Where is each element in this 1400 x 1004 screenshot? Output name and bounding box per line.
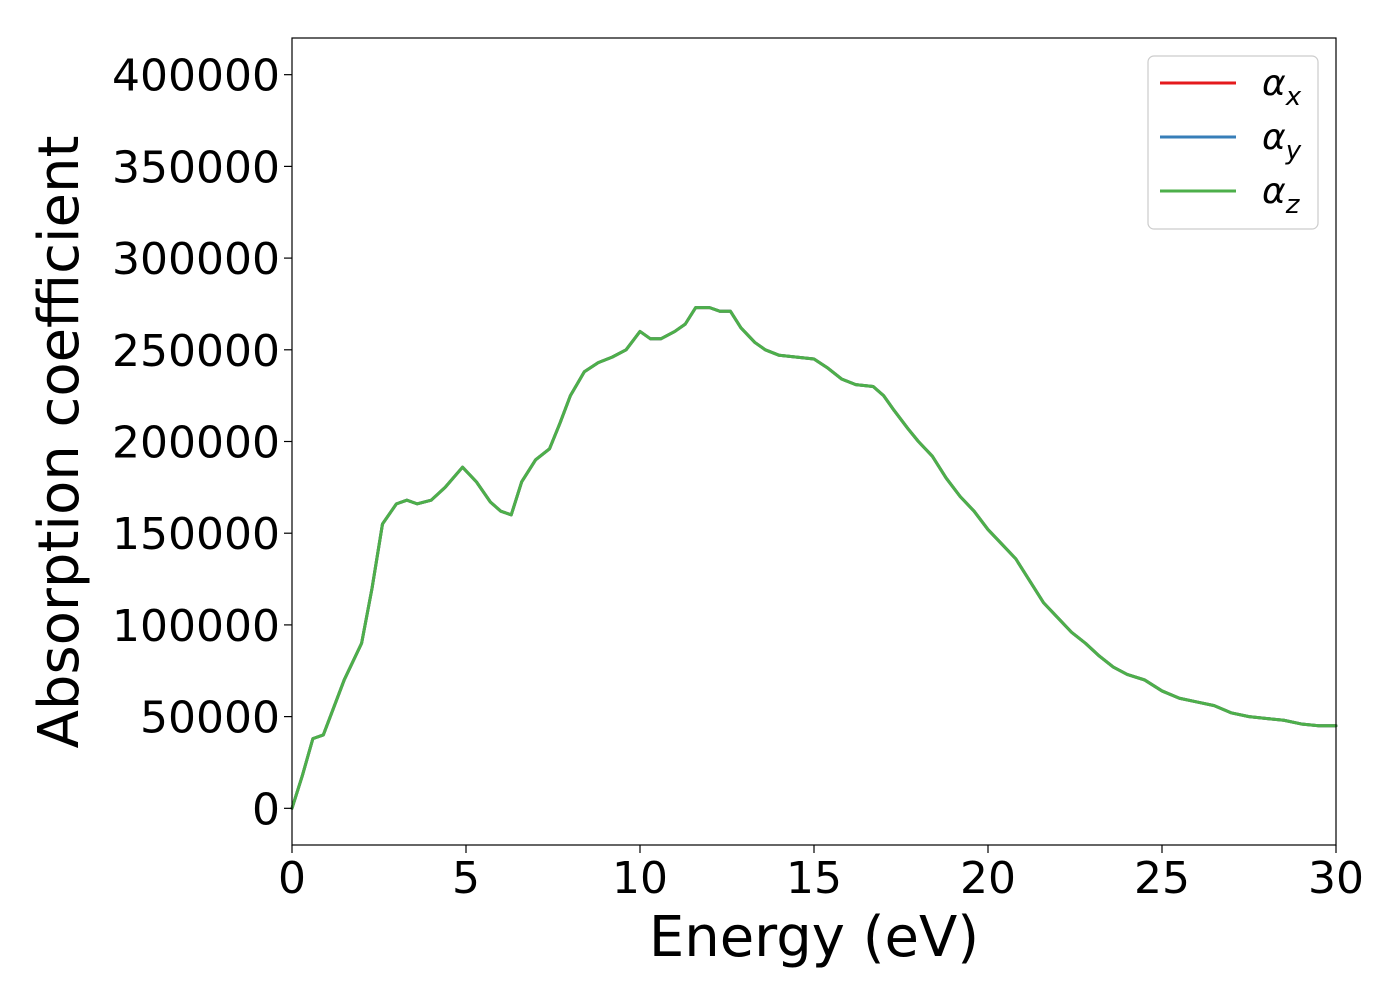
x-tick-label: 20 <box>960 853 1016 904</box>
y-tick-label: 400000 <box>112 51 280 102</box>
y-tick-label: 350000 <box>112 142 280 193</box>
legend-label-y: αy <box>1262 117 1302 166</box>
x-axis-label: Energy (eV) <box>649 905 979 970</box>
y-axis-ticks: 0 50000 100000 150000 200000 250000 300000 3500… <box>112 51 292 835</box>
y-tick-label: 50000 <box>140 693 280 744</box>
legend-label-z: αz <box>1262 171 1301 220</box>
y-tick-label: 100000 <box>112 601 280 652</box>
y-tick-label: 300000 <box>112 234 280 285</box>
y-tick-label: 0 <box>252 784 280 835</box>
y-axis-label: Absorption coefficient <box>27 136 92 749</box>
legend: αx αy αz <box>1147 55 1319 230</box>
plot-area <box>290 306 1338 810</box>
x-axis-ticks: 0 5 10 15 20 25 30 <box>278 845 1364 904</box>
y-tick-label: 150000 <box>112 509 280 560</box>
x-tick-label: 15 <box>786 853 842 904</box>
legend-box <box>1147 55 1319 230</box>
x-tick-label: 0 <box>278 853 306 904</box>
y-tick-label: 200000 <box>112 418 280 469</box>
x-tick-label: 25 <box>1134 853 1190 904</box>
y-tick-label: 250000 <box>112 326 280 377</box>
x-tick-label: 10 <box>612 853 668 904</box>
legend-label-x: αx <box>1262 63 1302 112</box>
x-tick-label: 30 <box>1308 853 1364 904</box>
series-line-z <box>290 306 1338 810</box>
x-tick-label: 5 <box>452 853 480 904</box>
